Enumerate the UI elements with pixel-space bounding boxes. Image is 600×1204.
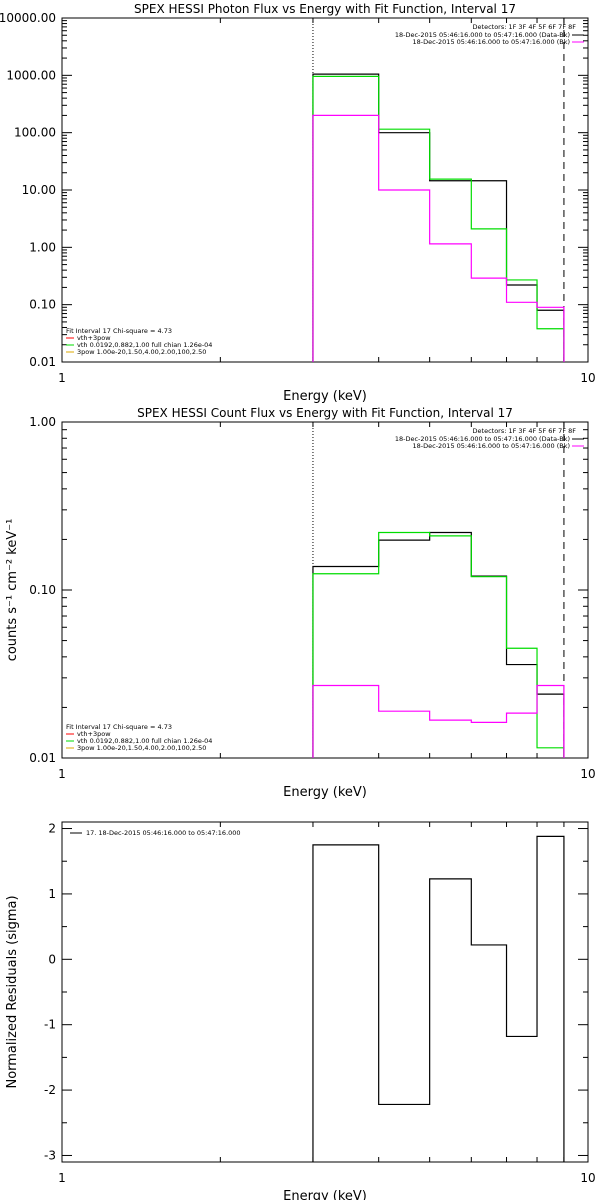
legend-entry-0-1: 18-Dec-2015 05:46:16.000 to 05:47:16.000… <box>413 38 571 46</box>
y-tick-label-0-4: 100.00 <box>14 126 56 140</box>
fit-legend-entry-0-0: Fit Interval 17 Chi-square = 4.73 <box>66 327 172 335</box>
y-tick-label-2-3: 0 <box>48 952 56 966</box>
y-tick-label-2-0: -3 <box>44 1148 56 1162</box>
legend-detectors-1: Detectors: 1F 3F 4F 5F 6F 7F 8F <box>473 427 577 435</box>
series-step-line-1-1 <box>312 531 565 758</box>
fit-legend-entry-0-3: 3pow 1.00e-20,1.50,4.00,2.00,100,2.50 <box>77 348 206 356</box>
x-tick-label-2-0: 1 <box>58 1171 66 1185</box>
chart-title-0: SPEX HESSI Photon Flux vs Energy with Fi… <box>134 2 516 16</box>
x-tick-label-1-1: 10 <box>580 767 595 781</box>
legend-entry-1-1: 18-Dec-2015 05:46:16.000 to 05:47:16.000… <box>413 442 571 450</box>
y-tick-label-2-2: -1 <box>44 1018 56 1032</box>
y-tick-label-2-5: 2 <box>48 822 56 836</box>
y-tick-label-2-1: -2 <box>44 1083 56 1097</box>
y-tick-label-0-2: 1.00 <box>29 240 56 254</box>
y-tick-label-1-2: 1.00 <box>29 415 56 429</box>
x-tick-label-2-1: 10 <box>580 1171 595 1185</box>
plot-frame-2 <box>61 821 589 1163</box>
plot-frame-1 <box>61 421 589 759</box>
legend-entry-1-0: 18-Dec-2015 05:46:16.000 to 05:47:16.000… <box>395 435 570 443</box>
legend-entry-0-0: 18-Dec-2015 05:46:16.000 to 05:47:16.000… <box>395 31 570 39</box>
series-step-line-0-0 <box>312 73 565 362</box>
y-tick-label-0-1: 0.10 <box>29 298 56 312</box>
x-tick-label-0-0: 1 <box>58 371 66 385</box>
y-axis-label-2: Normalized Residuals (sigma) <box>5 895 20 1088</box>
fit-legend-entry-0-1: vth+3pow <box>77 334 111 342</box>
plot-frame-0 <box>61 17 589 363</box>
x-tick-label-0-1: 10 <box>580 371 595 385</box>
x-tick-label-1-0: 1 <box>58 767 66 781</box>
y-tick-label-0-0: 0.01 <box>29 355 56 369</box>
y-tick-label-1-0: 0.01 <box>29 751 56 765</box>
fit-legend-entry-1-3: 3pow 1.00e-20,1.50,4.00,2.00,100,2.50 <box>77 744 206 752</box>
y-tick-label-0-3: 10.00 <box>22 183 56 197</box>
x-axis-label-0: Energy (keV) <box>283 389 367 404</box>
series-step-line-1-0 <box>312 531 565 758</box>
series-step-line-1-2 <box>312 684 565 758</box>
fit-legend-entry-1-2: vth 0.0192,0.882,1.00 full chian 1.26e-0… <box>77 737 212 745</box>
x-axis-label-2: Energy (keV) <box>283 1189 367 1200</box>
series-step-line-0-1 <box>312 75 565 362</box>
y-tick-label-2-4: 1 <box>48 887 56 901</box>
legend-detectors-0: Detectors: 1F 3F 4F 5F 6F 7F 8F <box>473 23 577 31</box>
series-step-line-0-2 <box>312 114 565 362</box>
series-step-line-2-0 <box>312 835 565 1162</box>
y-tick-label-0-5: 1000.00 <box>6 68 56 82</box>
x-axis-label-1: Energy (keV) <box>283 785 367 800</box>
y-tick-label-0-6: 10000.00 <box>0 11 56 25</box>
fit-legend-entry-0-2: vth 0.0192,0.882,1.00 full chian 1.26e-0… <box>77 341 212 349</box>
residual-legend-label: 17. 18-Dec-2015 05:46:16.000 to 05:47:16… <box>86 829 241 837</box>
fit-legend-entry-1-0: Fit Interval 17 Chi-square = 4.73 <box>66 723 172 731</box>
fit-legend-entry-1-1: vth+3pow <box>77 730 111 738</box>
y-axis-label-1: counts s⁻¹ cm⁻² keV⁻¹ <box>5 519 20 662</box>
y-tick-label-1-1: 0.10 <box>29 583 56 597</box>
chart-title-1: SPEX HESSI Count Flux vs Energy with Fit… <box>137 406 513 420</box>
